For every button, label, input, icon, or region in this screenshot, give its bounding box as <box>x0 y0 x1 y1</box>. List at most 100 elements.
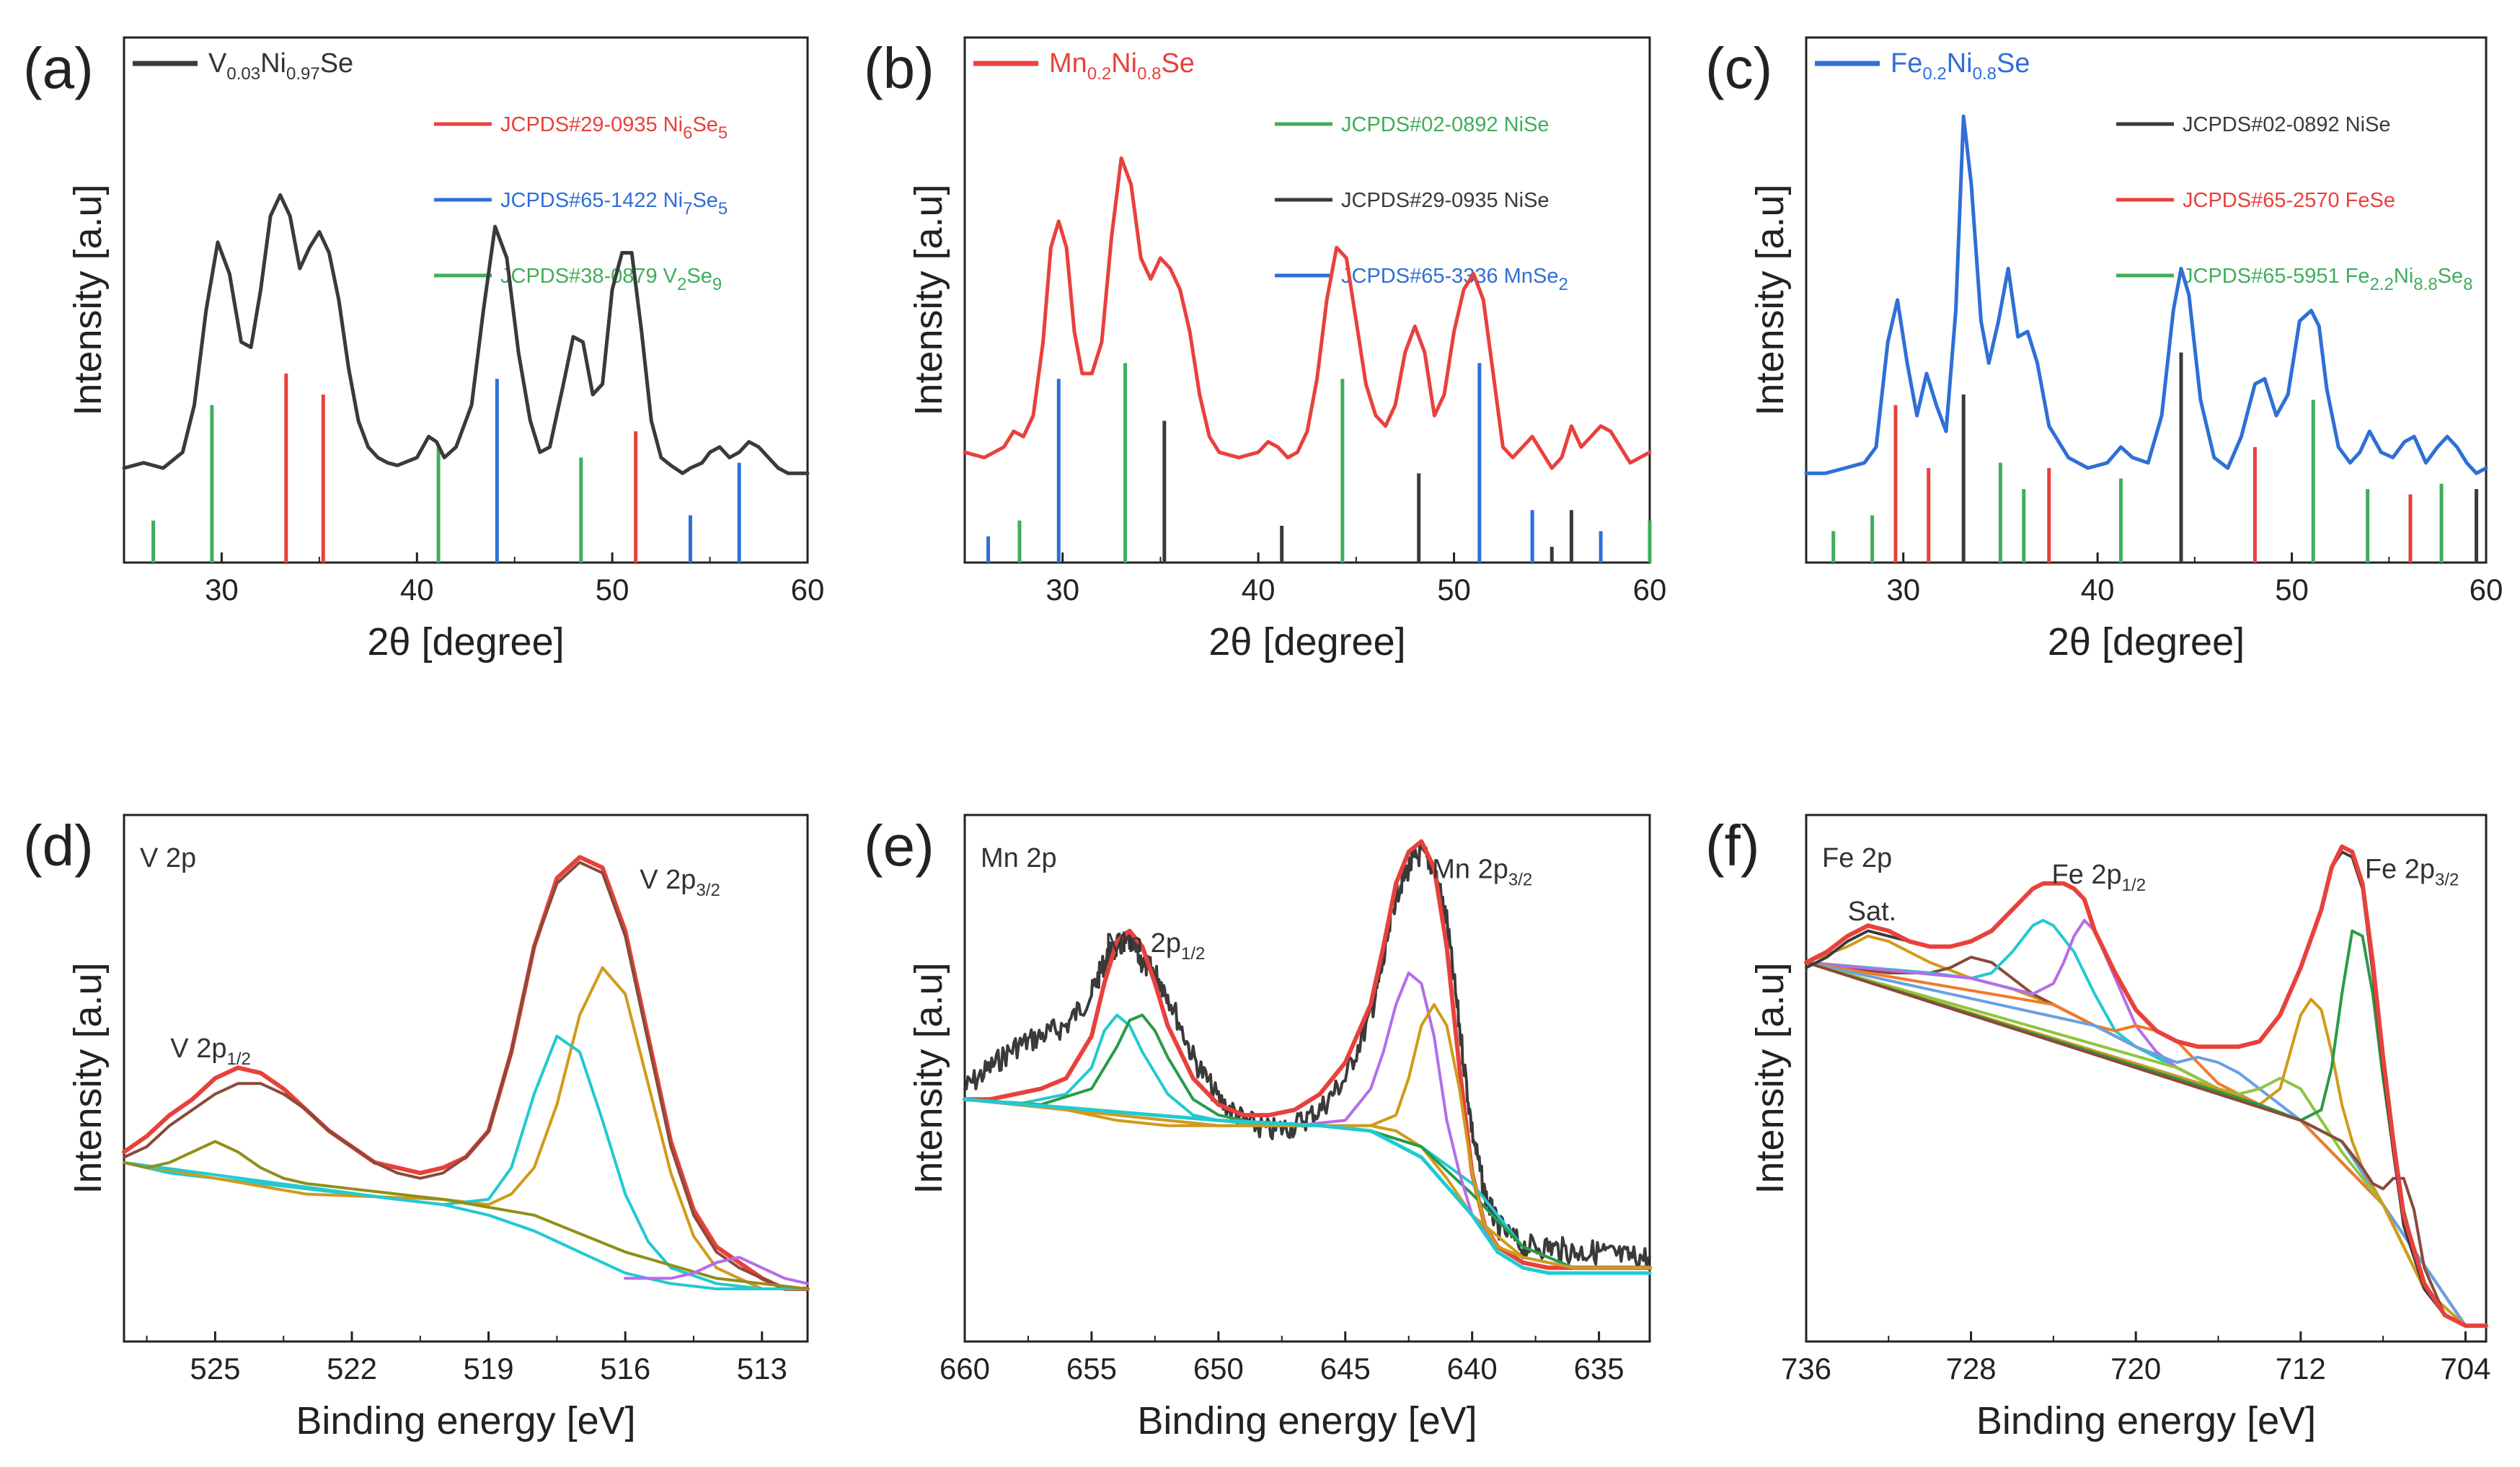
panel-c: (c) 30 40 50 60 2θ [degree] Intensity [a.u] JCP… <box>1705 36 2503 664</box>
panel-title: Mn 2p <box>981 843 1057 873</box>
x-tick-label: 650 <box>1193 1352 1244 1386</box>
series-line-fit-envelope <box>122 855 810 1291</box>
plot-frame <box>963 36 1651 564</box>
peak-annotation: Mn 2p3/2 <box>1432 855 1532 890</box>
series-line-Mn0.2Ni0.8Se <box>963 156 1652 470</box>
plot-frame <box>1805 814 2488 1343</box>
x-axis-title: 2θ [degree] <box>367 620 564 664</box>
ref-legend-label: JCPDS#65-1422 Ni7Se5 <box>500 189 728 219</box>
panel-letter: (b) <box>864 36 934 100</box>
x-tick-label: 635 <box>1574 1352 1624 1386</box>
ref-legend-label: JCPDS#65-5951 Fe2.2Ni8.8Se8 <box>2183 265 2473 294</box>
x-tick-label: 720 <box>2110 1352 2161 1386</box>
y-axis-title: Intensity [a.u] <box>907 184 950 415</box>
series-line-fit-envelope <box>1804 844 2488 1329</box>
series-line-comp-707 <box>1805 961 2488 1328</box>
series-line-comp-Mn2p1-b <box>963 1013 1651 1269</box>
x-tick-label: 50 <box>2275 573 2309 607</box>
plot-frame <box>963 814 1651 1343</box>
panel-letter: (f) <box>1705 814 1760 878</box>
x-tick-label: 516 <box>600 1352 650 1386</box>
series-line-comp-Mn2p3-b <box>963 1003 1651 1269</box>
ref-legend-label: JCPDS#29-0935 Ni6Se5 <box>500 113 728 143</box>
y-axis-title: Intensity [a.u] <box>1748 962 1792 1194</box>
x-tick-label: 736 <box>1781 1352 1831 1386</box>
x-tick-label: 655 <box>1066 1352 1117 1386</box>
series-line-comp-713 <box>1805 961 2488 1328</box>
x-tick-label: 30 <box>205 573 239 607</box>
x-tick-label: 60 <box>791 573 825 607</box>
ref-legend-label: JCPDS#65-3336 MnSe2 <box>1341 265 1568 294</box>
peak-annotation: Mn 2p1/2 <box>1105 928 1205 964</box>
x-axis-title: Binding energy [eV] <box>1137 1399 1477 1442</box>
x-tick-label: 640 <box>1447 1352 1498 1386</box>
legend-label: Fe0.2Ni0.8Se <box>1891 48 2030 84</box>
legend-label: Mn0.2Ni0.8Se <box>1049 48 1195 84</box>
panel-letter: (d) <box>23 814 94 878</box>
panel-title: Fe 2p <box>1822 843 1892 873</box>
plot-frame <box>123 814 809 1343</box>
x-tick-label: 30 <box>1886 573 1920 607</box>
series-line-background <box>1805 961 2488 1328</box>
x-axis-title: 2θ [degree] <box>2048 620 2245 664</box>
panel-b: (b) 30 40 50 60 2θ [degree] Intensity [a.u] JCP… <box>864 36 1666 664</box>
peak-annotation: Fe 2p3/2 <box>2365 855 2459 890</box>
panel-d: (d) 525 522 519 516 513 Binding energy [eV] Int… <box>23 814 810 1442</box>
x-tick-label: 60 <box>1633 573 1667 607</box>
series-line-comp-728 <box>1805 956 2488 1328</box>
series-line-V0.03Ni0.97Se <box>122 193 810 475</box>
series-line-comp-711 <box>1805 961 2488 1328</box>
x-tick-label: 525 <box>190 1352 240 1386</box>
peak-annotation: V 2p1/2 <box>170 1034 251 1069</box>
plot-frame <box>1805 36 2488 564</box>
panel-title: V 2p <box>140 843 196 873</box>
peak-annotation: V 2p3/2 <box>640 865 720 900</box>
ref-legend-label: JCPDS#65-2570 FeSe <box>2183 189 2395 212</box>
ref-legend-label: JCPDS#38-0879 V2Se9 <box>500 265 722 294</box>
series-line-Fe0.2Ni0.8Se <box>1804 114 2488 475</box>
x-tick-label: 704 <box>2440 1352 2490 1386</box>
x-tick-label: 660 <box>940 1352 990 1386</box>
ref-legend-label: JCPDS#02-0892 NiSe <box>1341 113 1549 136</box>
panel-f: (f) 736 728 720 712 704 Binding energy [eV] Int… <box>1705 814 2490 1442</box>
x-tick-label: 50 <box>596 573 629 607</box>
x-tick-label: 50 <box>1437 573 1471 607</box>
series-line-shirley <box>963 1097 1652 1275</box>
x-tick-label: 513 <box>737 1352 787 1386</box>
x-axis-title: 2θ [degree] <box>1208 620 1405 664</box>
panel-a: (a) 30 40 50 60 2θ [degree] Intensity [a.u] JCP… <box>23 36 824 664</box>
x-tick-label: 522 <box>327 1352 377 1386</box>
y-axis-title: Intensity [a.u] <box>66 962 110 1194</box>
x-axis-title: Binding energy [eV] <box>296 1399 635 1442</box>
x-tick-label: 40 <box>400 573 434 607</box>
series-line-raw-data <box>963 840 1651 1270</box>
series-line-comp-V2p3-a <box>123 966 809 1290</box>
peak-annotation: Sat. <box>1848 896 1897 927</box>
x-tick-label: 40 <box>1242 573 1276 607</box>
x-tick-label: 30 <box>1045 573 1079 607</box>
series-line-raw-data <box>123 860 809 1290</box>
legend-label: V0.03Ni0.97Se <box>208 48 353 84</box>
x-tick-label: 40 <box>2081 573 2115 607</box>
panel-letter: (c) <box>1705 36 1772 100</box>
y-axis-title: Intensity [a.u] <box>66 184 110 415</box>
series-line-comp-V2p1 <box>123 1140 809 1290</box>
x-tick-label: 728 <box>1946 1352 1997 1386</box>
x-tick-label: 645 <box>1320 1352 1371 1386</box>
x-tick-label: 519 <box>464 1352 514 1386</box>
series-line-comp-719 <box>1805 961 2488 1328</box>
y-axis-title: Intensity [a.u] <box>1748 184 1792 415</box>
panel-letter: (a) <box>23 36 94 100</box>
series-line-comp-716 <box>1805 961 2488 1328</box>
x-tick-label: 712 <box>2276 1352 2326 1386</box>
ref-legend-label: JCPDS#29-0935 NiSe <box>1341 189 1549 212</box>
panel-letter: (e) <box>864 814 934 878</box>
series-line-fit-envelope <box>963 839 1652 1270</box>
ref-legend-label: JCPDS#02-0892 NiSe <box>2183 113 2391 136</box>
peak-annotation: Fe 2p1/2 <box>2052 860 2147 895</box>
y-axis-title: Intensity [a.u] <box>907 962 950 1194</box>
series-line-comp-Mn2p1-a <box>963 1013 1651 1269</box>
panel-e: (e) 660 655 650 645 640 635 Binding energy [eV]… <box>864 814 1652 1442</box>
series-line-comp-small <box>624 1256 809 1285</box>
